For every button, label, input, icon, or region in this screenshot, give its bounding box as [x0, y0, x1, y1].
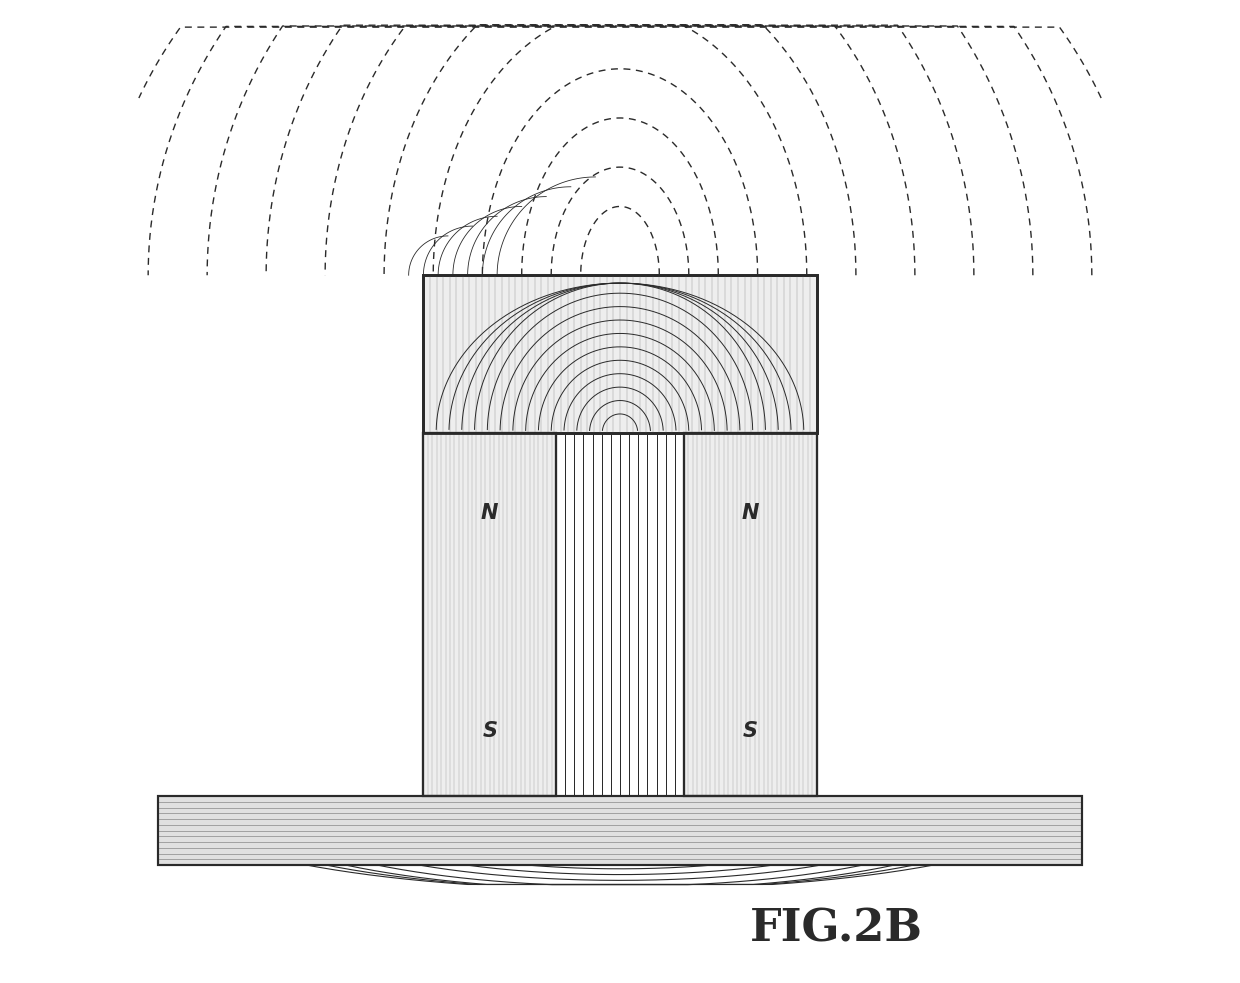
Text: S: S [743, 721, 758, 741]
Bar [684, 433, 817, 796]
Text: N: N [742, 502, 759, 523]
Text: S: S [482, 721, 497, 741]
Bar [423, 275, 817, 433]
Bar [423, 275, 817, 433]
Bar [684, 433, 817, 796]
Bar [423, 433, 556, 796]
Bar [423, 433, 556, 796]
Text: N: N [481, 502, 498, 523]
Text: FIG.2B: FIG.2B [750, 907, 923, 951]
Bar [157, 796, 1083, 865]
Bar [157, 796, 1083, 865]
